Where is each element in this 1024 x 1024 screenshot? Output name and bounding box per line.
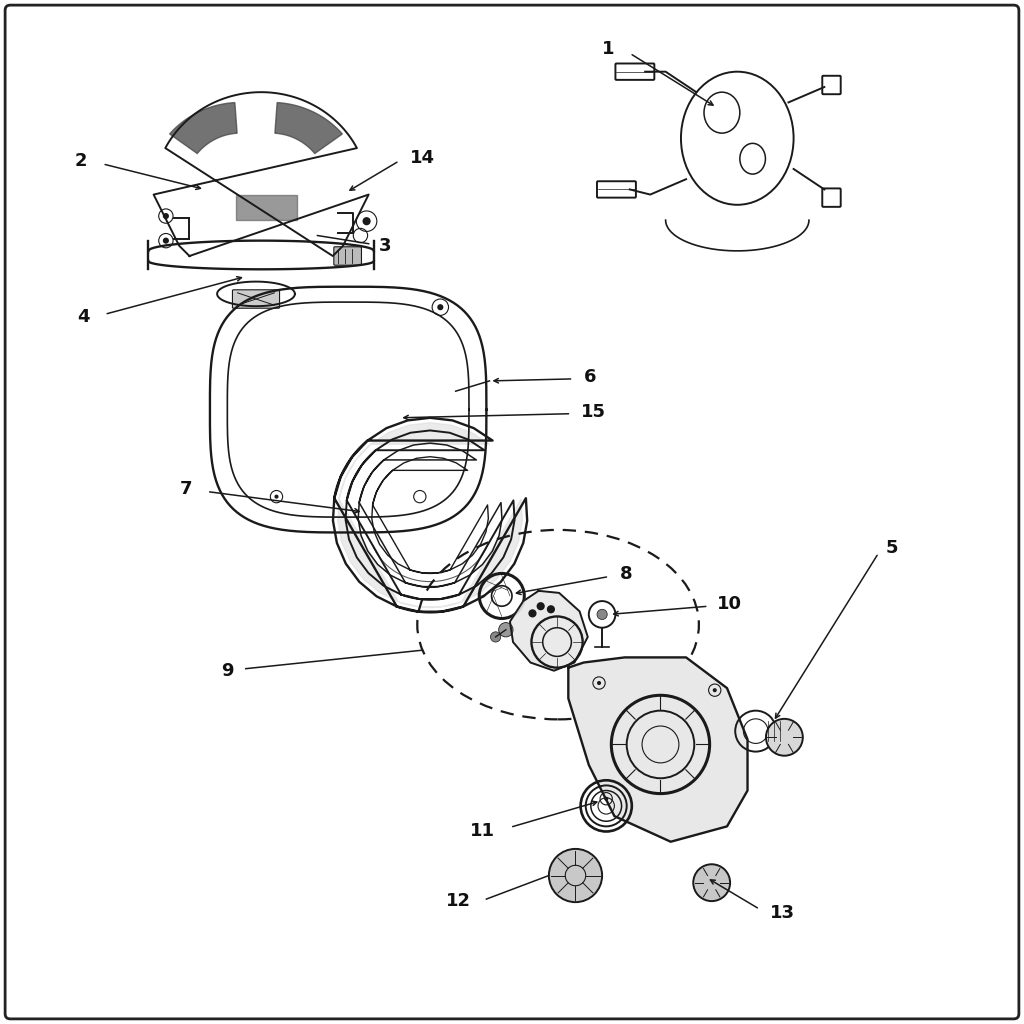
Polygon shape [510, 591, 588, 671]
Polygon shape [236, 195, 297, 220]
Circle shape [547, 605, 555, 613]
Text: 7: 7 [180, 480, 193, 499]
Text: 14: 14 [410, 148, 434, 167]
Polygon shape [338, 423, 522, 607]
Circle shape [490, 632, 501, 642]
Text: 4: 4 [78, 308, 90, 327]
Circle shape [693, 864, 730, 901]
Circle shape [597, 609, 607, 620]
Circle shape [362, 217, 371, 225]
Text: 5: 5 [886, 539, 898, 557]
Text: 12: 12 [446, 892, 471, 910]
Polygon shape [170, 102, 238, 154]
Circle shape [163, 238, 169, 244]
Text: 11: 11 [470, 822, 495, 841]
Text: 8: 8 [620, 565, 632, 584]
Circle shape [597, 681, 601, 685]
Circle shape [604, 797, 608, 801]
FancyBboxPatch shape [334, 247, 361, 265]
Circle shape [713, 688, 717, 692]
Circle shape [499, 623, 513, 637]
Text: 13: 13 [770, 904, 795, 923]
Text: 1: 1 [602, 40, 614, 58]
Polygon shape [568, 657, 748, 842]
Text: 3: 3 [379, 237, 391, 255]
Text: 10: 10 [717, 595, 741, 613]
Circle shape [549, 849, 602, 902]
FancyBboxPatch shape [232, 290, 280, 308]
Text: 6: 6 [584, 368, 596, 386]
Text: 15: 15 [581, 402, 605, 421]
Text: 2: 2 [75, 152, 87, 170]
Circle shape [537, 602, 545, 610]
Circle shape [437, 304, 443, 310]
Polygon shape [274, 102, 342, 154]
Circle shape [766, 719, 803, 756]
Circle shape [163, 213, 169, 219]
Circle shape [274, 495, 279, 499]
Circle shape [528, 609, 537, 617]
Text: 9: 9 [221, 662, 233, 680]
